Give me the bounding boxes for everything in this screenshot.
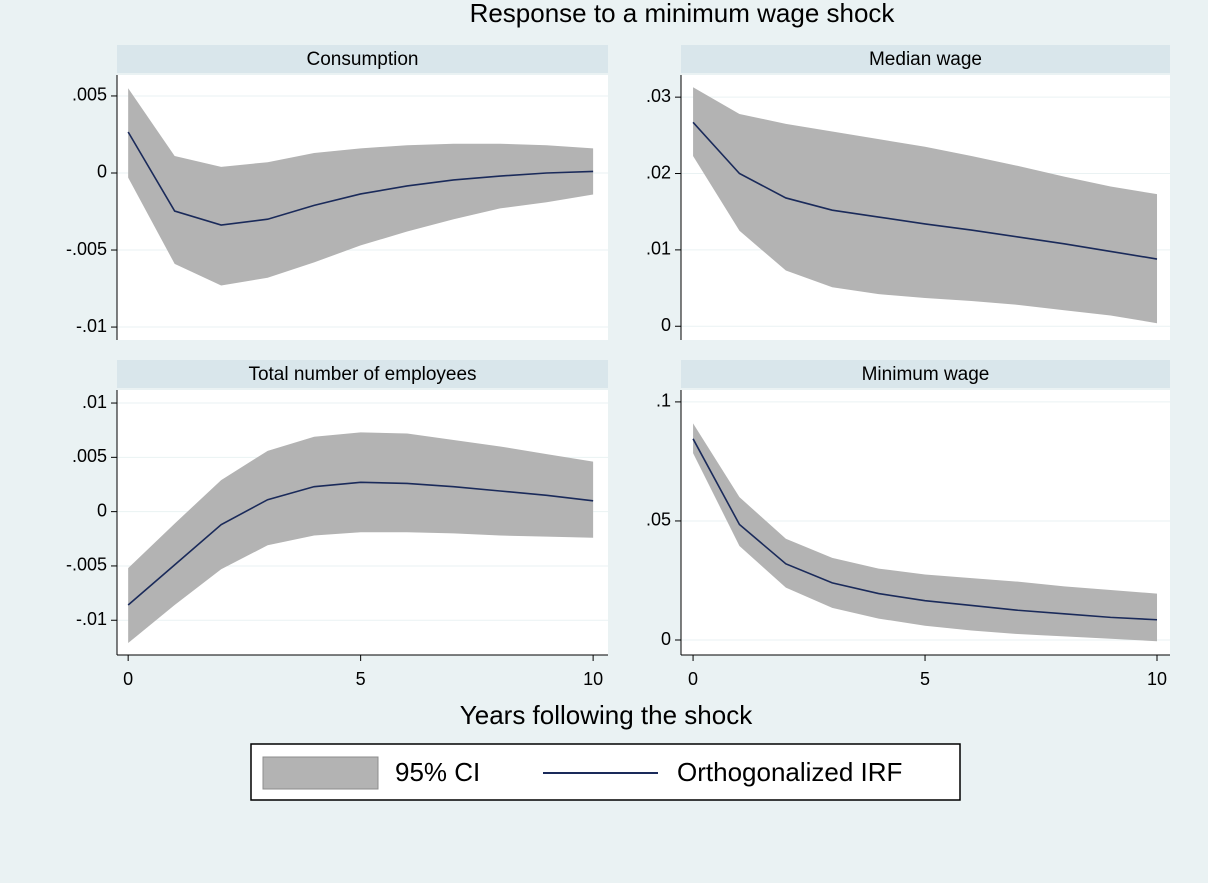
x-axis-label: Years following the shock bbox=[460, 700, 753, 730]
irf-line bbox=[692, 438, 1158, 621]
panel-title: Minimum wage bbox=[862, 364, 990, 385]
y-tick-label: 0 bbox=[97, 500, 107, 520]
x-tick-label: 0 bbox=[123, 669, 133, 689]
x-tick-label: 10 bbox=[1147, 669, 1167, 689]
legend-swatch bbox=[262, 756, 379, 790]
x-tick-label: 0 bbox=[688, 669, 698, 689]
y-tick-label: .02 bbox=[646, 162, 671, 182]
y-tick-label: -.005 bbox=[66, 555, 107, 575]
y-tick-label: 0 bbox=[661, 629, 671, 649]
ci-band bbox=[128, 88, 594, 286]
y-tick-label: .01 bbox=[646, 239, 671, 259]
y-tick-label: .01 bbox=[82, 392, 107, 412]
legend-label: Orthogonalized IRF bbox=[677, 757, 902, 787]
x-tick-label: 10 bbox=[583, 669, 603, 689]
ci-band bbox=[693, 423, 1158, 642]
y-tick-label: 0 bbox=[661, 315, 671, 335]
y-tick-label: .005 bbox=[72, 446, 107, 466]
y-tick-label: 0 bbox=[97, 162, 107, 182]
panel-title: Consumption bbox=[307, 49, 419, 70]
y-tick-label: -.01 bbox=[76, 316, 107, 336]
panel-title: Total number of employees bbox=[248, 364, 476, 385]
ci-band bbox=[693, 87, 1158, 324]
y-tick-label: -.005 bbox=[66, 239, 107, 259]
legend-label: 95% CI bbox=[395, 757, 480, 787]
panel-header bbox=[117, 45, 608, 73]
y-tick-label: .03 bbox=[646, 86, 671, 106]
x-tick-label: 5 bbox=[920, 669, 930, 689]
y-tick-label: .05 bbox=[646, 510, 671, 530]
irf-line bbox=[127, 481, 594, 606]
irf-line bbox=[127, 131, 594, 226]
ci-band bbox=[128, 432, 594, 644]
x-tick-label: 5 bbox=[356, 669, 366, 689]
irf-line bbox=[692, 121, 1158, 260]
panel-header bbox=[681, 360, 1170, 388]
panel-header bbox=[681, 45, 1170, 73]
panel-title: Median wage bbox=[869, 49, 982, 70]
y-tick-label: .005 bbox=[72, 85, 107, 105]
y-tick-label: -.01 bbox=[76, 609, 107, 629]
y-tick-label: .1 bbox=[656, 391, 671, 411]
panel-header bbox=[117, 360, 608, 388]
chart-title: Response to a minimum wage shock bbox=[470, 0, 896, 28]
